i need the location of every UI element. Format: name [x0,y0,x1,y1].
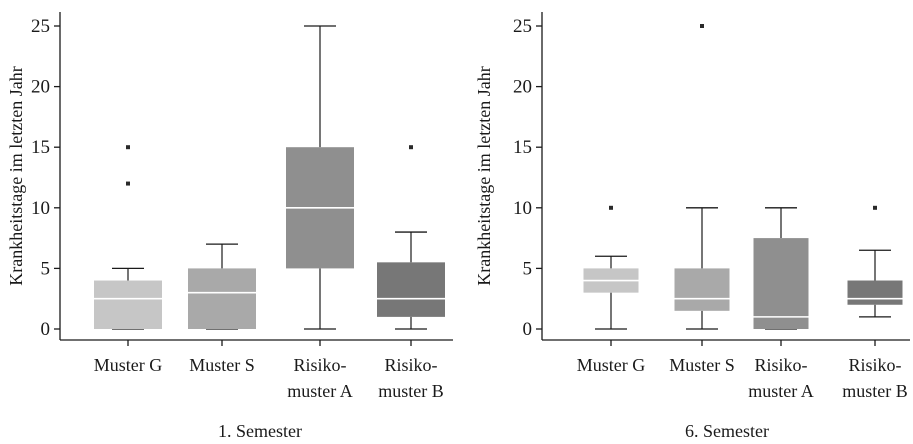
outlier-point [609,205,613,210]
y-tick-label: 10 [513,198,532,219]
y-tick-label: 0 [41,319,51,340]
y-tick-label: 15 [31,137,50,158]
x-category-label: Muster G [94,355,163,375]
y-tick-label: 20 [513,77,532,98]
y-axis-title: Krankheitstage im letzten Jahr [474,66,494,285]
x-category-label-line2: muster B [378,381,444,401]
box [847,280,903,305]
box [674,268,730,311]
y-tick-label: 15 [513,137,532,158]
x-category-label-line2: muster A [287,381,353,401]
x-category-label: Muster S [669,355,735,375]
x-category-label: Muster S [189,355,255,375]
outlier-point [126,145,130,150]
x-category-label-line2: muster A [748,381,814,401]
y-tick-label: 0 [523,319,533,340]
outlier-point [409,145,413,150]
y-tick-label: 25 [513,16,532,37]
outlier-point [126,181,130,186]
x-category-label-line2: muster B [842,381,908,401]
y-tick-label: 20 [31,77,50,98]
x-category-label: Risiko- [293,355,346,375]
y-tick-label: 25 [31,16,50,37]
panel-1-semester: 0 5 10 15 20 25 Krankheitstage im letzten Jahr… [6,12,453,441]
y-axis-title: Krankheitstage im letzten Jahr [6,66,26,285]
x-category-label: Risiko- [384,355,437,375]
box [753,238,809,329]
x-category-label: Muster G [577,355,646,375]
box [94,280,162,329]
y-tick-label: 10 [31,198,50,219]
x-category-label: Risiko- [754,355,807,375]
outlier-point [873,205,877,210]
panel-6-semester: 0 5 10 15 20 25 Krankheitstage im letzten Jahr… [474,12,910,441]
box [188,268,256,329]
y-tick-label: 5 [523,258,533,279]
y-tick-label: 5 [41,258,51,279]
panel-caption: 1. Semester [218,421,302,441]
x-category-label: Risiko- [848,355,901,375]
panel-caption: 6. Semester [685,421,769,441]
outlier-point [700,24,704,28]
box [377,262,445,317]
